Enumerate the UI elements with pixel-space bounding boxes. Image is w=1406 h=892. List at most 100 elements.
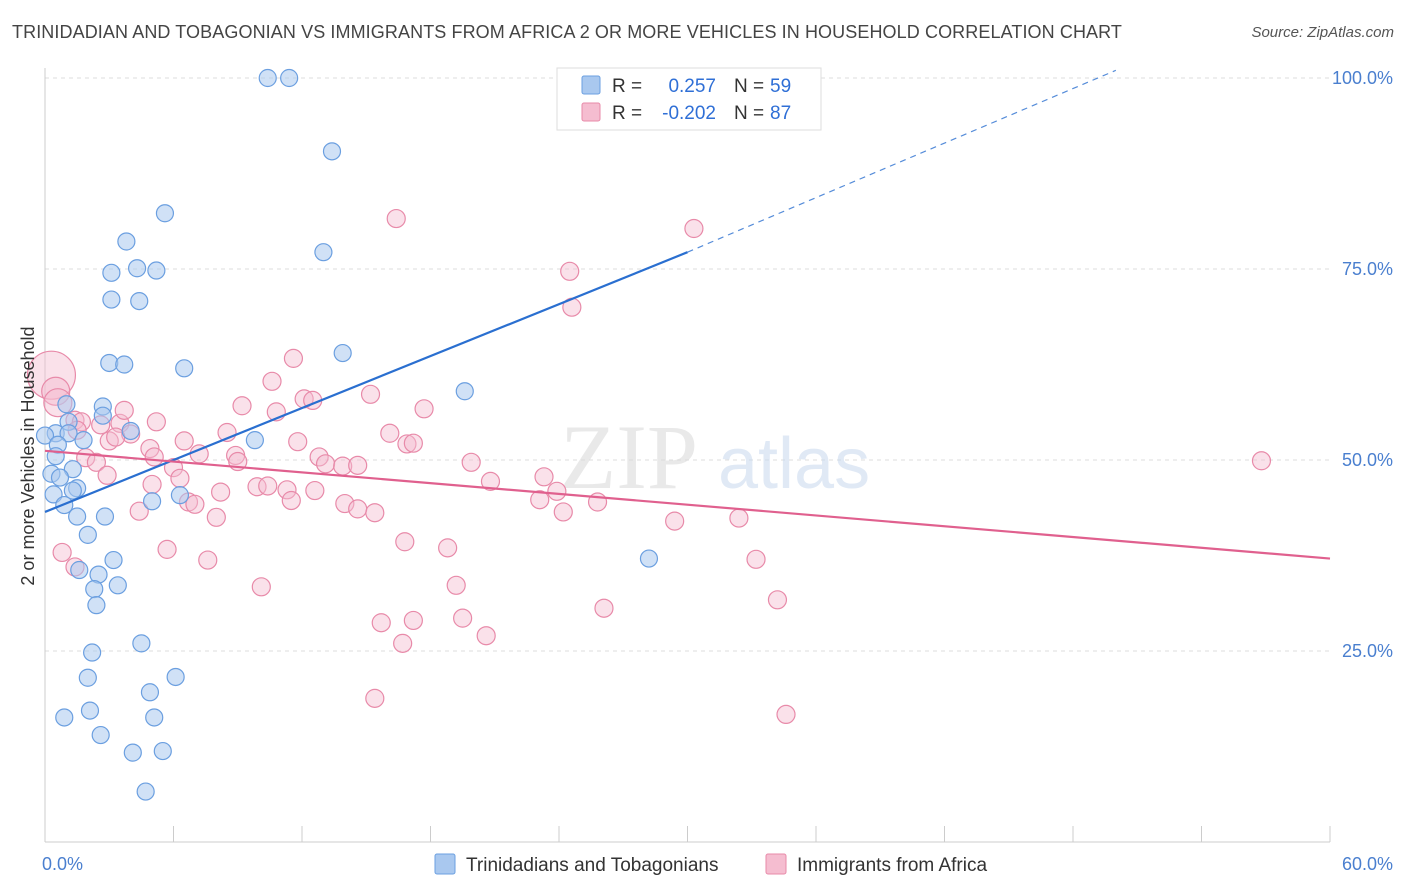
point-immigrants-from-africa xyxy=(534,467,554,487)
point-trinidadians xyxy=(314,243,333,262)
point-immigrants-from-africa xyxy=(163,458,184,478)
point-immigrants-from-africa xyxy=(438,538,458,558)
point-immigrants-from-africa xyxy=(393,633,413,653)
point-trinidadians xyxy=(68,507,87,526)
point-immigrants-from-africa xyxy=(52,542,72,563)
point-immigrants-from-africa xyxy=(461,452,481,472)
x-tick-label: 60.0% xyxy=(1342,854,1393,874)
point-immigrants-from-africa xyxy=(476,626,496,646)
point-immigrants-from-africa xyxy=(288,432,308,452)
watermark-atlas: atlas xyxy=(718,424,870,504)
y-tick-label: 25.0% xyxy=(1342,641,1393,661)
point-immigrants-from-africa xyxy=(560,261,580,281)
point-trinidadians xyxy=(55,708,74,727)
bottom-legend-swatch-blue xyxy=(434,853,456,875)
point-immigrants-from-africa xyxy=(251,577,271,597)
point-trinidadians xyxy=(95,507,115,526)
point-trinidadians xyxy=(115,355,134,374)
point-immigrants-from-africa xyxy=(247,477,267,497)
point-immigrants-from-africa xyxy=(403,610,423,631)
point-trinidadians xyxy=(102,263,121,282)
y-tick-label: 75.0% xyxy=(1342,259,1393,279)
watermark: ZIP atlas xyxy=(560,406,870,508)
point-trinidadians xyxy=(140,683,160,702)
chart-title: TRINIDADIAN AND TOBAGONIAN VS IMMIGRANTS… xyxy=(12,22,1123,42)
point-immigrants-from-africa xyxy=(129,501,149,521)
point-immigrants-from-africa xyxy=(114,400,134,420)
point-trinidadians xyxy=(57,395,76,414)
point-trinidadians xyxy=(87,596,106,615)
x-tick-labels: 0.0% 60.0% xyxy=(42,854,1393,874)
point-trinidadians xyxy=(136,782,155,801)
point-immigrants-from-africa xyxy=(684,218,704,239)
legend-r-value-blue: 0.257 xyxy=(668,76,716,97)
point-immigrants-from-africa xyxy=(258,476,278,496)
legend-swatch-blue xyxy=(581,75,601,95)
point-immigrants-from-africa xyxy=(729,508,749,528)
point-trinidadians xyxy=(74,431,93,450)
bottom-legend-label-pink: Immigrants from Africa xyxy=(797,855,987,876)
point-immigrants-from-africa xyxy=(665,511,685,531)
point-trinidadians xyxy=(147,261,166,280)
point-trinidadians xyxy=(108,576,127,595)
legend-swatch-pink xyxy=(581,102,601,122)
point-trinidadians xyxy=(145,708,164,727)
axes xyxy=(44,68,1331,843)
point-immigrants-from-africa xyxy=(767,590,788,610)
y-tick-label: 100.0% xyxy=(1332,68,1393,88)
point-trinidadians xyxy=(333,343,352,363)
point-immigrants-from-africa xyxy=(594,598,614,618)
y-tick-label: 50.0% xyxy=(1342,450,1393,470)
watermark-zip: ZIP xyxy=(560,406,698,508)
legend-r-value-pink: -0.202 xyxy=(662,103,716,124)
point-trinidadians xyxy=(175,359,194,378)
point-immigrants-from-africa xyxy=(262,371,282,391)
point-trinidadians xyxy=(322,142,342,161)
point-trinidadians xyxy=(153,741,172,761)
point-trinidadians xyxy=(78,668,97,687)
legend-n-label-blue: N = xyxy=(734,76,764,97)
point-immigrants-from-africa xyxy=(530,490,550,510)
series-trinidadians-points xyxy=(35,68,659,801)
point-immigrants-from-africa xyxy=(315,454,336,474)
point-immigrants-from-africa xyxy=(232,396,252,416)
point-immigrants-from-africa xyxy=(380,423,400,443)
point-immigrants-from-africa xyxy=(305,480,325,501)
point-immigrants-from-africa xyxy=(386,208,406,229)
point-immigrants-from-africa xyxy=(281,490,301,511)
point-trinidadians xyxy=(85,580,104,599)
point-trinidadians xyxy=(93,406,112,425)
point-trinidadians xyxy=(170,486,190,505)
point-trinidadians xyxy=(104,550,123,570)
chart-source: Source: ZipAtlas.com xyxy=(1251,24,1394,41)
point-trinidadians xyxy=(50,468,70,487)
trend-lines xyxy=(44,69,1331,560)
point-immigrants-from-africa xyxy=(283,348,304,368)
point-immigrants-from-africa xyxy=(397,434,417,454)
point-trinidadians xyxy=(70,560,89,580)
point-trinidadians xyxy=(121,421,140,441)
point-immigrants-from-africa xyxy=(211,482,231,502)
legend-r-label-pink: R = xyxy=(612,103,642,124)
point-immigrants-from-africa xyxy=(446,575,466,595)
point-immigrants-from-africa xyxy=(146,412,166,432)
trend-line-immigrants-from-africa xyxy=(44,449,1331,560)
point-immigrants-from-africa xyxy=(144,447,164,467)
point-immigrants-from-africa xyxy=(26,350,77,400)
point-trinidadians xyxy=(639,549,659,568)
legend-n-label-pink: N = xyxy=(734,103,764,124)
point-trinidadians xyxy=(100,353,119,373)
point-immigrants-from-africa xyxy=(97,465,117,485)
point-trinidadians xyxy=(59,424,78,443)
point-immigrants-from-africa xyxy=(365,688,385,708)
point-immigrants-from-africa xyxy=(360,384,381,404)
legend-frame xyxy=(556,67,822,131)
correlation-legend: R = 0.257 N = 59 R = -0.202 N = 87 xyxy=(556,67,822,131)
point-trinidadians xyxy=(142,492,162,511)
legend-n-value-blue: 59 xyxy=(770,76,791,97)
trend-line-trinidadians xyxy=(44,251,688,513)
point-immigrants-from-africa xyxy=(174,431,194,451)
point-trinidadians xyxy=(258,68,277,88)
point-trinidadians xyxy=(83,643,102,662)
